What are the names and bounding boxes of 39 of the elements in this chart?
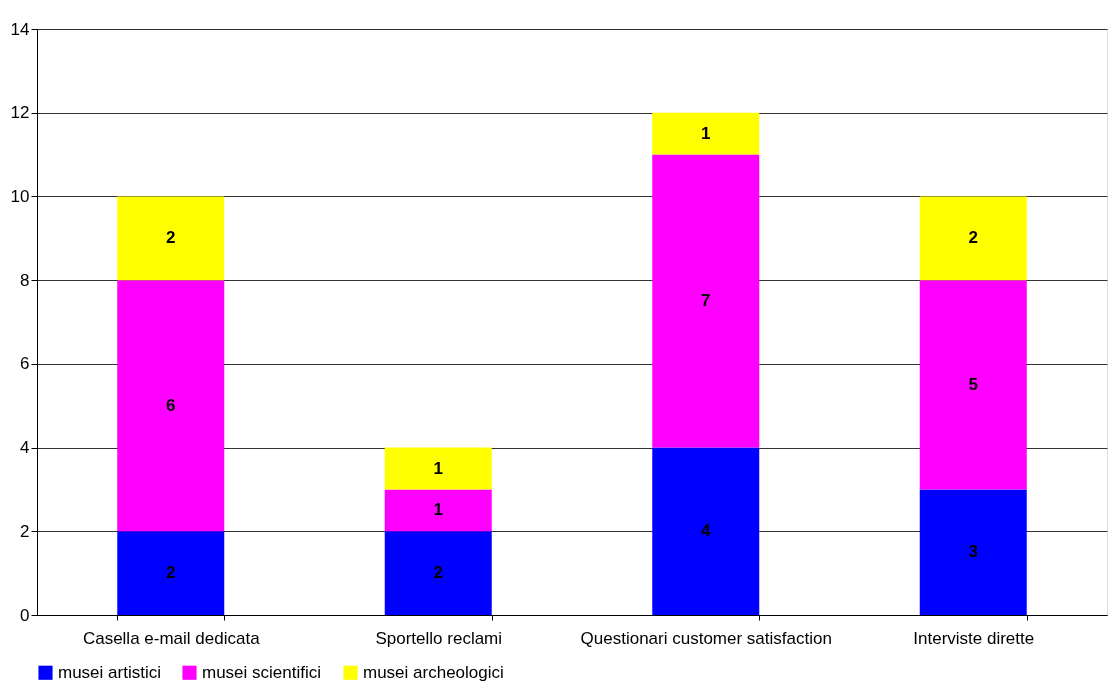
bar: [117, 196, 225, 281]
y-tick-label: 0: [20, 605, 30, 625]
data-label: 6: [166, 395, 176, 415]
data-label: 1: [433, 500, 443, 520]
x-tick-label: Sportello reclami: [375, 628, 503, 648]
bar: [384, 447, 492, 490]
y-tick-label: 10: [10, 186, 30, 206]
data-label: 2: [166, 228, 176, 248]
data-label: 2: [968, 228, 978, 248]
data-label: 1: [433, 458, 443, 478]
legend-label: musei artistici: [58, 662, 161, 682]
bar: [652, 447, 760, 615]
x-tick-label: Questionari customer satisfaction: [580, 628, 832, 648]
bar: [652, 112, 760, 155]
x-tick-label: Interviste dirette: [913, 628, 1035, 648]
y-tick-label: 12: [10, 103, 30, 123]
legend-label: musei archeologici: [363, 662, 504, 682]
bar: [652, 154, 760, 448]
data-label: 7: [701, 291, 711, 311]
bar: [117, 280, 225, 532]
y-tick-label: 14: [10, 19, 30, 39]
data-label: 3: [968, 542, 978, 562]
data-label: 4: [701, 521, 712, 541]
x-tick-label: Casella e-mail dedicata: [82, 628, 261, 648]
y-tick-label: 8: [20, 270, 30, 290]
bar: [384, 531, 492, 615]
data-label: 2: [166, 563, 176, 583]
bar: [919, 489, 1027, 615]
legend-label: musei scientifici: [202, 662, 322, 682]
data-label: 1: [701, 123, 711, 143]
y-tick-label: 6: [20, 354, 30, 374]
bar: [384, 489, 492, 532]
data-label: 2: [433, 563, 443, 583]
y-tick-label: 2: [20, 521, 30, 541]
bar: [117, 531, 225, 615]
bar: [919, 280, 1027, 490]
data-label: 5: [968, 374, 978, 394]
y-tick-label: 4: [20, 438, 30, 458]
bar: [919, 196, 1027, 281]
